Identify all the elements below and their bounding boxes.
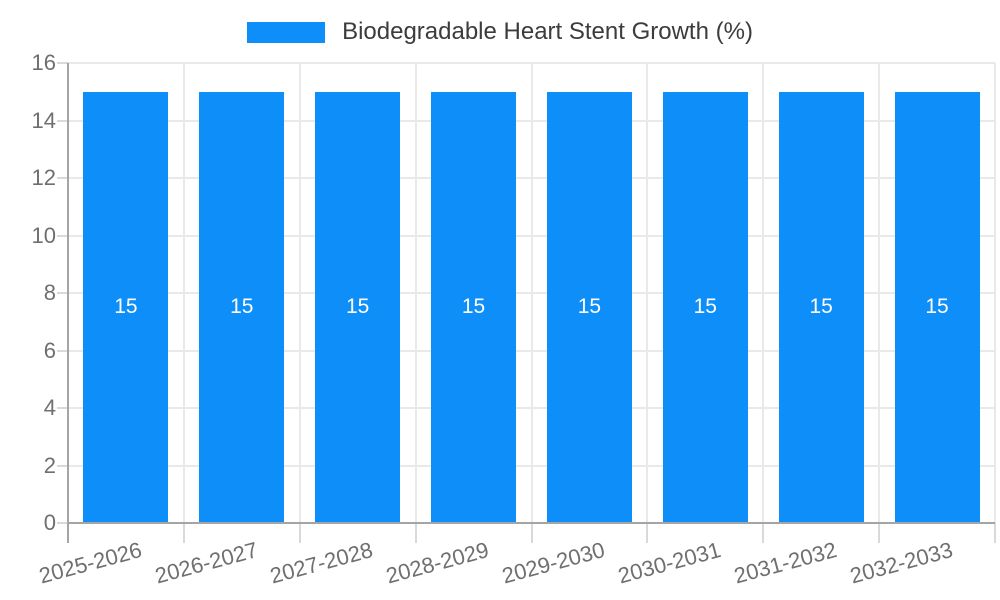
bar — [199, 91, 285, 523]
bar-value-label: 15 — [461, 295, 486, 319]
bar — [894, 91, 980, 523]
y-tick-label: 4 — [43, 395, 56, 420]
x-tick-label: 2029-2030 — [499, 537, 608, 589]
y-tick — [57, 292, 68, 294]
y-axis-line — [67, 63, 69, 525]
x-tick-label: 2026-2027 — [151, 537, 261, 589]
x-tick-label: 2030-2031 — [615, 537, 724, 589]
y-tick — [57, 522, 68, 524]
y-tick — [57, 234, 68, 237]
y-tick-label: 16 — [31, 50, 56, 75]
y-tick-label: 14 — [31, 107, 56, 133]
y-tick — [57, 464, 68, 467]
x-tick — [298, 523, 301, 543]
x-tick — [530, 523, 533, 543]
bar-value-label: 15 — [693, 295, 717, 319]
y-tick-label: 12 — [31, 165, 56, 190]
x-tick — [762, 523, 765, 543]
x-tick-label: 2031-2032 — [731, 537, 840, 589]
bar — [431, 91, 517, 523]
y-tick-label: 6 — [43, 337, 56, 363]
v-gridline — [762, 63, 765, 523]
y-tick — [57, 177, 68, 179]
y-tick-label: 10 — [31, 222, 56, 248]
x-tick — [414, 523, 417, 543]
bar-value-label: 15 — [114, 295, 138, 319]
bar — [315, 91, 401, 523]
x-tick — [182, 523, 185, 543]
x-tick-label: 2032-2033 — [847, 537, 956, 589]
x-tick-label: 2027-2028 — [267, 537, 376, 589]
bar-value-label: 15 — [230, 295, 254, 319]
y-tick-label: 8 — [43, 280, 56, 305]
y-tick — [57, 349, 68, 352]
legend-label: Biodegradable Heart Stent Growth (%) — [342, 18, 753, 45]
x-axis-line — [68, 522, 995, 524]
y-tick-label: 2 — [43, 452, 56, 478]
chart-legend: Biodegradable Heart Stent Growth (%) — [0, 16, 1000, 48]
v-gridline — [646, 63, 649, 523]
bar — [83, 91, 169, 523]
bar — [546, 91, 632, 523]
x-tick-label: 2025-2026 — [36, 537, 145, 589]
v-gridline — [878, 63, 881, 523]
bar — [778, 91, 864, 523]
v-gridline — [530, 63, 533, 523]
x-tick — [878, 523, 881, 543]
bar — [662, 91, 748, 523]
y-tick — [57, 407, 68, 409]
bar-value-label: 15 — [346, 295, 370, 319]
x-tick — [994, 523, 996, 543]
y-tick-label: 0 — [43, 510, 56, 535]
v-gridline — [182, 63, 185, 523]
bar-value-label: 15 — [809, 295, 833, 319]
v-gridline — [414, 63, 417, 523]
v-gridline — [994, 63, 996, 523]
y-tick — [57, 62, 68, 64]
x-tick — [67, 523, 69, 543]
bar-value-label: 15 — [577, 295, 602, 319]
bar-value-label: 15 — [925, 295, 949, 319]
legend-swatch — [247, 21, 326, 43]
v-gridline — [298, 63, 301, 523]
x-tick-label: 2028-2029 — [383, 537, 492, 589]
y-tick — [57, 119, 68, 122]
x-tick — [646, 523, 649, 543]
